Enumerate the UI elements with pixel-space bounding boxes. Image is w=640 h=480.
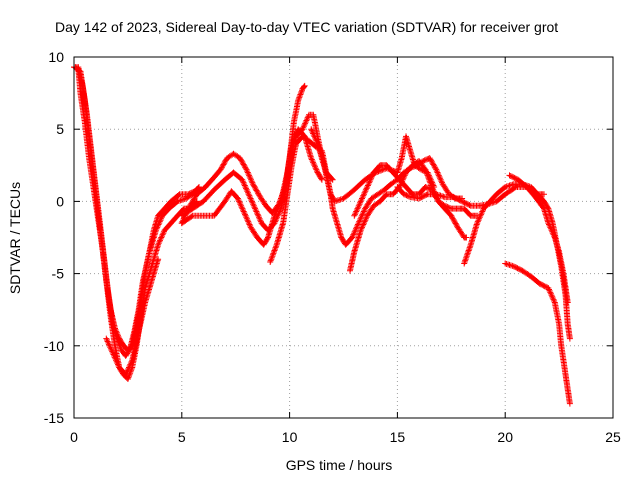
chart-title: Day 142 of 2023, Sidereal Day-to-day VTE…: [55, 19, 558, 35]
grid-lines: [74, 57, 613, 418]
series-arc7: [178, 126, 325, 248]
series-arc4: [103, 256, 162, 378]
y-tick-label: 10: [48, 49, 64, 65]
series-points: [308, 126, 466, 248]
series-points: [502, 260, 573, 407]
x-tick-labels: 0 5 10 15 20 25: [70, 429, 621, 445]
y-tick-labels: -15 -10 -5 0 5 10: [44, 49, 64, 426]
series-points: [178, 126, 325, 248]
y-axis-label: SDTVAR / TECUs: [7, 182, 23, 294]
series-points: [351, 162, 481, 219]
x-tick-label: 10: [282, 429, 298, 445]
series-points: [71, 64, 198, 354]
x-axis-label: GPS time / hours: [286, 457, 393, 473]
series-arc10: [347, 158, 470, 274]
series-arc14: [506, 172, 571, 306]
series-points: [347, 158, 470, 274]
x-tick-label: 25: [605, 429, 621, 445]
x-tick-label: 5: [178, 429, 186, 445]
series-arc15: [502, 260, 573, 407]
y-tick-label: -15: [44, 410, 64, 426]
series-arc3: [73, 65, 200, 382]
y-tick-label: -5: [52, 266, 65, 282]
series-arc11: [351, 162, 481, 219]
series-points: [103, 256, 162, 378]
plot-frame: [73, 56, 614, 419]
y-tick-label: -10: [44, 338, 64, 354]
x-tick-label: 15: [390, 429, 406, 445]
series-points: [506, 172, 571, 306]
data-points: [71, 64, 573, 407]
series-arc9: [308, 126, 466, 248]
x-tick-label: 0: [70, 429, 78, 445]
y-tick-label: 0: [56, 193, 64, 209]
y-tick-label: 5: [56, 121, 64, 137]
series-arc1: [71, 64, 198, 354]
x-tick-label: 20: [497, 429, 513, 445]
series-points: [73, 65, 200, 382]
